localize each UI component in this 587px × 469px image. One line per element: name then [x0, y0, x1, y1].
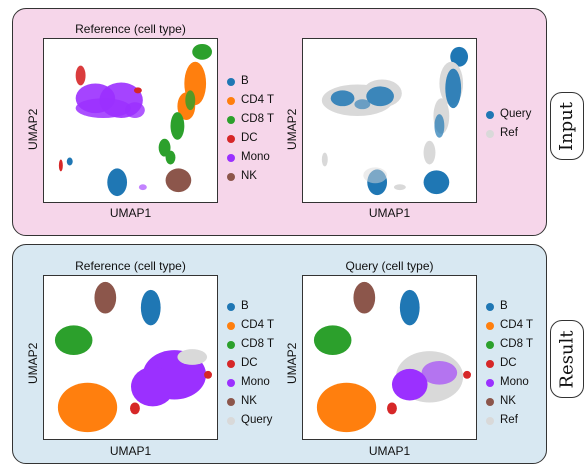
- legend-swatch: [486, 397, 494, 406]
- legend-swatch: [227, 115, 235, 124]
- umap-scatter: [321, 46, 469, 196]
- umap-scatter: [54, 281, 212, 433]
- legend-swatch: [486, 340, 494, 349]
- legend-swatch: [486, 378, 494, 387]
- x-axis-label: UMAP1: [368, 206, 411, 220]
- legend-swatch: [486, 129, 494, 138]
- legend-label: B: [241, 300, 249, 312]
- umap-plot-input-reference: [43, 38, 218, 203]
- legend-label: CD4 T: [241, 94, 275, 106]
- plot-title-result-reference: Reference (cell type): [75, 259, 186, 273]
- legend-swatch: [486, 359, 494, 368]
- legend-item: DC: [227, 354, 274, 373]
- legend-label: NK: [241, 395, 257, 407]
- plot-title-input-reference: Reference (cell type): [75, 22, 186, 36]
- legend-label: NK: [241, 170, 257, 182]
- legend-item: NK: [227, 167, 274, 186]
- y-axis-label: UMAP2: [285, 342, 299, 384]
- legend-item: DC: [486, 354, 533, 373]
- legend-swatch: [486, 302, 494, 311]
- legend-input-query-ref: Query Ref: [486, 105, 531, 143]
- legend-swatch: [227, 134, 235, 143]
- legend-item: NK: [227, 392, 274, 411]
- umap-plot-result-reference: [43, 275, 218, 440]
- y-axis-label: UMAP2: [26, 108, 40, 150]
- legend-input-reference: B CD4 T CD8 T DC Mono NK: [227, 72, 274, 186]
- result-tag-label: Result: [556, 329, 578, 389]
- legend-label: CD8 T: [241, 113, 275, 125]
- legend-swatch: [227, 96, 235, 105]
- y-axis-label: UMAP2: [285, 108, 299, 150]
- legend-item: Mono: [227, 148, 274, 167]
- legend-swatch: [227, 340, 235, 349]
- legend-label: B: [500, 300, 508, 312]
- legend-swatch: [227, 397, 235, 406]
- legend-label: DC: [241, 132, 258, 144]
- legend-label: Query: [500, 108, 532, 120]
- legend-label: Mono: [241, 151, 270, 163]
- legend-label: CD8 T: [500, 338, 534, 350]
- legend-item: B: [227, 297, 274, 316]
- legend-label: DC: [500, 357, 517, 369]
- legend-item: CD4 T: [486, 316, 533, 335]
- legend-item: CD8 T: [227, 335, 274, 354]
- legend-swatch: [227, 378, 235, 387]
- legend-swatch: [227, 302, 235, 311]
- input-tag-label: Input: [556, 101, 578, 151]
- legend-swatch: [486, 321, 494, 330]
- legend-result-query: B CD4 T CD8 T DC Mono NK Ref: [486, 297, 533, 430]
- legend-label: Ref: [500, 127, 518, 139]
- legend-item: Query: [486, 105, 531, 124]
- legend-label: Query: [241, 414, 273, 426]
- legend-result-reference: B CD4 T CD8 T DC Mono NK Query: [227, 297, 274, 430]
- x-axis-label: UMAP1: [368, 444, 411, 458]
- legend-item: CD4 T: [227, 316, 274, 335]
- legend-item: B: [227, 72, 274, 91]
- legend-item: B: [486, 297, 533, 316]
- legend-label: Mono: [500, 376, 529, 388]
- legend-swatch: [486, 416, 494, 425]
- legend-item: CD8 T: [227, 110, 274, 129]
- legend-swatch: [486, 110, 494, 119]
- legend-item: Ref: [486, 124, 531, 143]
- umap-plot-result-query: [302, 275, 477, 440]
- legend-swatch: [227, 172, 235, 181]
- legend-swatch: [227, 416, 235, 425]
- y-axis-label: UMAP2: [26, 342, 40, 384]
- legend-label: Ref: [500, 414, 518, 426]
- legend-item: Ref: [486, 411, 533, 430]
- legend-item: DC: [227, 129, 274, 148]
- legend-label: CD8 T: [241, 338, 275, 350]
- plot-title-result-query: Query (cell type): [345, 259, 434, 273]
- legend-label: NK: [500, 395, 516, 407]
- legend-item: CD8 T: [486, 335, 533, 354]
- result-tag: Result: [550, 320, 584, 398]
- umap-scatter: [58, 43, 212, 197]
- legend-swatch: [227, 153, 235, 162]
- umap-plot-input-query-ref: [302, 38, 477, 203]
- umap-scatter: [313, 281, 471, 433]
- legend-label: CD4 T: [241, 319, 275, 331]
- legend-label: Mono: [241, 376, 270, 388]
- legend-label: DC: [241, 357, 258, 369]
- input-tag: Input: [550, 92, 584, 160]
- legend-item: CD4 T: [227, 91, 274, 110]
- legend-swatch: [227, 321, 235, 330]
- x-axis-label: UMAP1: [109, 206, 152, 220]
- legend-swatch: [227, 77, 235, 86]
- legend-label: B: [241, 75, 249, 87]
- x-axis-label: UMAP1: [109, 444, 152, 458]
- legend-item: NK: [486, 392, 533, 411]
- legend-item: Mono: [227, 373, 274, 392]
- legend-item: Query: [227, 411, 274, 430]
- legend-label: CD4 T: [500, 319, 534, 331]
- legend-item: Mono: [486, 373, 533, 392]
- legend-swatch: [227, 359, 235, 368]
